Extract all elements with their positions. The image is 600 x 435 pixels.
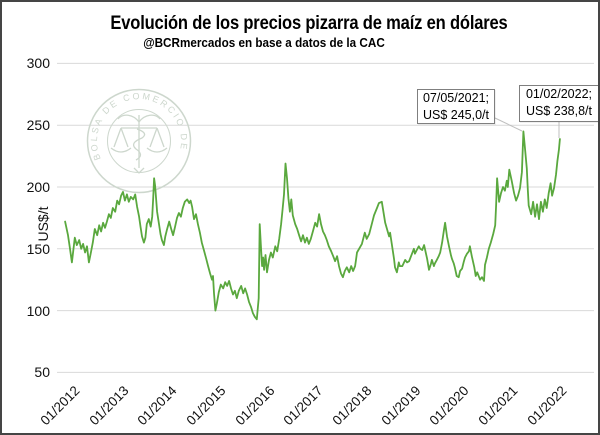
y-tick-250: 250 [26,117,50,134]
y-axis-title: US$/t [35,206,51,242]
annotation-value: US$ 245,0/t [422,107,489,122]
y-tick-100: 100 [26,302,50,319]
annotation-box-2022-last: 01/02/2022; US$ 238,8/t [519,85,598,122]
annotation-value: US$ 238,8/t [525,103,592,118]
annotation-box-2021-peak: 07/05/2021; US$ 245,0/t [417,89,495,124]
annotation-date: 01/02/2022; [525,87,593,101]
y-tick-300: 300 [26,55,50,72]
price-line-series [64,130,561,321]
y-tick-150: 150 [26,240,50,257]
chart-subtitle: @BCRmercados en base a datos de la CAC [143,35,385,50]
y-tick-200: 200 [26,179,50,195]
chart-title: Evolución de los precios pizarra de maíz… [110,13,508,34]
caduceus-scales-icon [110,114,168,174]
y-tick-50: 50 [34,364,50,381]
watermark-logo: BOLSA DE COMERCIO DE ROSARIO [2,2,192,194]
horizontal-gridlines [57,62,594,373]
annotation-date: 07/05/2021; [422,91,490,105]
annotation-leader-lines [494,117,560,138]
leader-line-0 [494,117,523,132]
